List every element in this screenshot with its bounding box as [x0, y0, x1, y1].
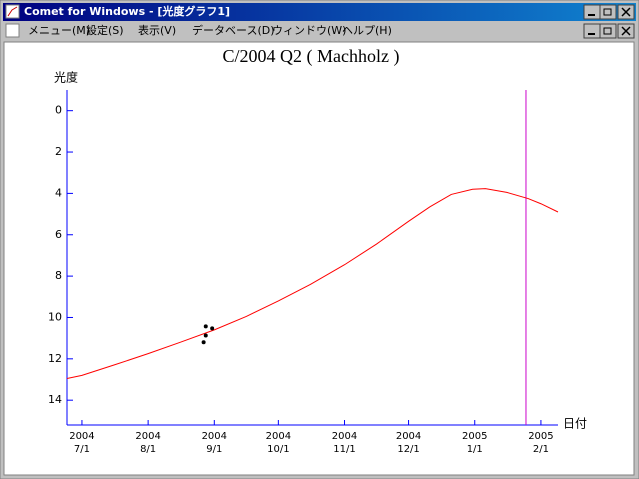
y-tick-label: 10 — [48, 310, 62, 323]
menu-item[interactable]: ヘルプ(H) — [342, 24, 392, 37]
doc-icon — [5, 23, 20, 38]
app-icon — [5, 4, 20, 19]
x-tick-label: 9/1 — [206, 444, 222, 455]
x-axis-label: 日付 — [563, 417, 587, 431]
y-tick-label: 4 — [55, 186, 62, 199]
window-title: Comet for Windows - [光度グラフ1] — [24, 4, 230, 18]
menu-item[interactable]: 設定(S) — [86, 23, 124, 37]
restore-button[interactable] — [599, 4, 617, 20]
y-tick-label: 6 — [55, 228, 62, 241]
observation-point — [203, 324, 208, 329]
observation-point — [201, 340, 206, 345]
y-tick-label: 8 — [55, 269, 62, 282]
x-tick-label: 8/1 — [140, 444, 156, 455]
menu-item[interactable]: データベース(D) — [192, 23, 275, 37]
x-tick-year: 2004 — [396, 431, 421, 442]
app-icon-glyph — [7, 6, 18, 17]
mdi-buttons — [583, 23, 635, 39]
mdi-restore[interactable] — [599, 23, 617, 39]
x-tick-year: 2004 — [69, 431, 94, 442]
menu-item[interactable]: ウィンドウ(W) — [272, 24, 346, 37]
title-bar — [3, 3, 636, 21]
y-tick-label: 12 — [48, 352, 62, 365]
mdi-minimize[interactable] — [583, 23, 601, 39]
x-tick-year: 2004 — [202, 431, 227, 442]
x-tick-year: 2004 — [332, 431, 357, 442]
x-tick-label: 7/1 — [74, 444, 90, 455]
observation-point — [203, 333, 208, 338]
x-tick-year: 2005 — [528, 431, 553, 442]
x-tick-label: 1/1 — [467, 444, 483, 455]
menu-bar — [3, 22, 636, 40]
menu-items: メニュー(M)設定(S) 表示(V) データベース(D)ウィンドウ(W)ヘルプ(H) — [28, 23, 392, 37]
window-buttons — [583, 4, 635, 20]
plot: 0 2 4 6 8 10 12 14 2004 7/1 2004 8/1 2004 9/1 2004 10/1… — [48, 90, 559, 455]
chart-area — [3, 41, 635, 476]
x-tick-label: 11/1 — [333, 444, 355, 455]
mdi-restore-glyph — [603, 27, 612, 35]
x-tick-label: 10/1 — [267, 444, 289, 455]
y-axis-label: 光度 — [54, 70, 78, 85]
y-tick-label: 14 — [48, 393, 62, 406]
restore-glyph — [603, 8, 612, 16]
chart-title: C/2004 Q2 ( Machholz ) — [223, 46, 400, 67]
x-tick-year: 2004 — [266, 431, 291, 442]
x-tick-year: 2005 — [462, 431, 487, 442]
menu-item[interactable]: メニュー(M) — [28, 24, 90, 37]
observation-point — [210, 326, 215, 331]
menu-item[interactable]: 表示(V) — [138, 23, 176, 37]
y-tick-label: 2 — [55, 145, 62, 158]
y-tick-label: 0 — [55, 104, 62, 117]
magnitude-curve — [66, 188, 559, 379]
x-tick-year: 2004 — [135, 431, 160, 442]
minimize-button[interactable] — [583, 4, 601, 20]
close-glyph — [621, 7, 631, 17]
x-tick-label: 12/1 — [397, 444, 419, 455]
x-tick-label: 2/1 — [533, 444, 549, 455]
mdi-close-glyph — [621, 26, 631, 36]
